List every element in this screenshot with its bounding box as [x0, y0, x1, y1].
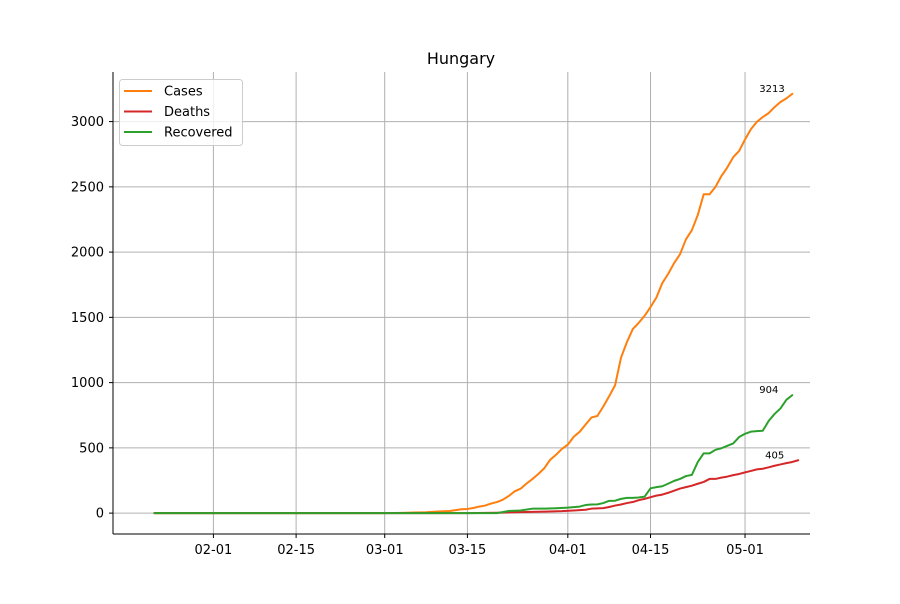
y-tick-label: 2500 [71, 180, 104, 195]
y-tick-label: 2000 [71, 246, 104, 261]
end-label-recovered: 904 [759, 385, 778, 396]
legend-label-deaths: Deaths [164, 105, 210, 120]
legend-box [119, 79, 243, 146]
end-labels: 3213 405 904 [759, 84, 784, 461]
grid [113, 72, 810, 534]
legend-label-recovered: Recovered [164, 126, 233, 141]
x-tick-label: 05-01 [726, 543, 764, 558]
x-tick-label: 03-01 [366, 543, 404, 558]
series-line-recovered [153, 394, 794, 515]
series-line-cases [153, 92, 794, 515]
x-tick-label: 02-01 [195, 543, 233, 558]
y-tick-label: 3000 [71, 115, 104, 130]
end-label-cases: 3213 [759, 84, 784, 95]
y-tick-label: 1000 [71, 376, 104, 391]
x-tick-label: 02-15 [277, 543, 315, 558]
end-label-deaths: 405 [765, 450, 784, 461]
axes: 02-01 02-15 03-01 03-15 04-01 04-15 05-01 0 500 1… [71, 72, 810, 558]
series-group [153, 92, 800, 515]
x-tick-label: 04-15 [632, 543, 670, 558]
y-tick-label: 0 [96, 507, 104, 522]
chart-title: Hungary [427, 49, 495, 68]
legend: Cases Deaths Recovered [119, 79, 243, 146]
series-line-deaths [153, 459, 800, 515]
legend-label-cases: Cases [164, 85, 203, 100]
y-tick-label: 500 [79, 441, 104, 456]
x-tick-label: 04-01 [549, 543, 587, 558]
y-tick-label: 1500 [71, 311, 104, 326]
x-tick-label: 03-15 [449, 543, 487, 558]
